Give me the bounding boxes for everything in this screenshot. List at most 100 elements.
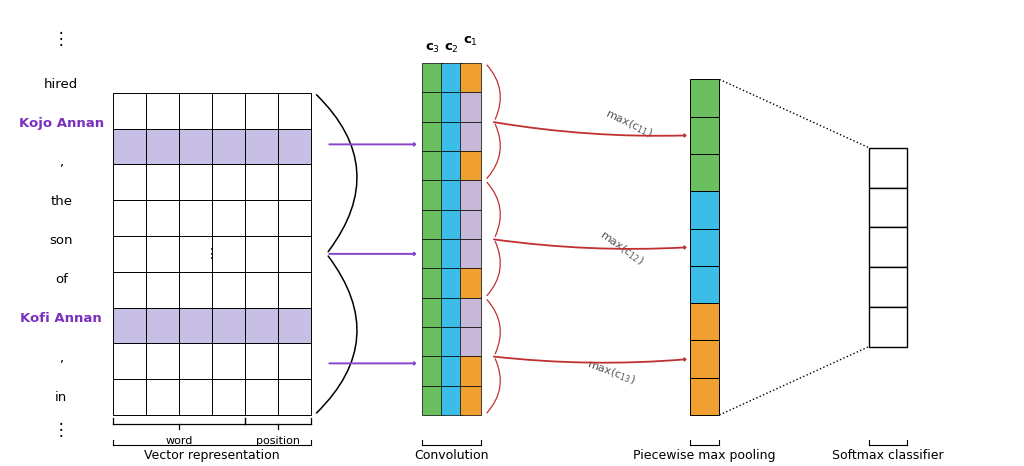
Bar (212, 379, 245, 415)
Bar (441, 356, 462, 385)
Bar (113, 379, 146, 415)
Bar (179, 343, 212, 379)
Text: of: of (55, 274, 68, 287)
Bar (113, 93, 146, 129)
Text: ,: , (59, 351, 63, 364)
Bar (869, 307, 907, 347)
Bar (278, 129, 310, 164)
Text: Piecewise max pooling: Piecewise max pooling (633, 449, 776, 462)
Bar (278, 236, 310, 272)
Text: in: in (55, 391, 68, 404)
Bar (278, 343, 310, 379)
Bar (460, 385, 481, 415)
Bar (441, 122, 462, 151)
Text: son: son (49, 234, 73, 247)
Bar (689, 116, 720, 154)
Bar (179, 308, 212, 343)
Bar (212, 236, 245, 272)
Bar (422, 122, 443, 151)
Bar (245, 129, 278, 164)
Bar (146, 236, 179, 272)
Bar (146, 379, 179, 415)
Bar (278, 93, 310, 129)
Bar (179, 93, 212, 129)
Bar (441, 327, 462, 356)
Bar (689, 340, 720, 377)
Text: ,: , (59, 157, 63, 170)
Bar (441, 151, 462, 180)
Bar (441, 210, 462, 239)
Text: max(c$_{11}$): max(c$_{11}$) (603, 107, 654, 140)
Bar (146, 343, 179, 379)
Bar (245, 164, 278, 200)
Text: Kojo Annan: Kojo Annan (18, 117, 103, 130)
Bar (245, 93, 278, 129)
Bar (179, 379, 212, 415)
Bar (422, 63, 443, 92)
Text: c$_1$: c$_1$ (463, 35, 478, 48)
Bar (689, 154, 720, 191)
Bar (422, 385, 443, 415)
Bar (146, 200, 179, 236)
Bar (278, 272, 310, 308)
Text: the: the (50, 195, 73, 208)
Bar (460, 210, 481, 239)
Bar (460, 327, 481, 356)
Bar (212, 343, 245, 379)
Bar (113, 343, 146, 379)
Bar (460, 298, 481, 327)
Bar (212, 129, 245, 164)
Bar (422, 210, 443, 239)
Bar (422, 298, 443, 327)
Bar (278, 200, 310, 236)
Bar (245, 272, 278, 308)
Bar (212, 308, 245, 343)
Bar (245, 379, 278, 415)
Text: Softmax classifier: Softmax classifier (833, 449, 944, 462)
Bar (278, 379, 310, 415)
Bar (460, 122, 481, 151)
Bar (689, 266, 720, 303)
Bar (113, 272, 146, 308)
Bar (212, 93, 245, 129)
Bar (460, 92, 481, 122)
Bar (689, 377, 720, 415)
Text: Kofi Annan: Kofi Annan (20, 313, 102, 325)
Bar (441, 385, 462, 415)
Bar (422, 239, 443, 268)
Bar (422, 151, 443, 180)
Bar (460, 63, 481, 92)
Bar (113, 129, 146, 164)
Bar (146, 272, 179, 308)
Bar (422, 92, 443, 122)
Bar (422, 327, 443, 356)
Text: Convolution: Convolution (415, 449, 488, 462)
Bar (689, 191, 720, 228)
Bar (245, 236, 278, 272)
Bar (113, 308, 146, 343)
Bar (212, 164, 245, 200)
Bar (179, 164, 212, 200)
Bar (245, 308, 278, 343)
Bar (460, 239, 481, 268)
Bar (179, 129, 212, 164)
Bar (245, 200, 278, 236)
Text: Vector representation: Vector representation (144, 449, 280, 462)
Bar (869, 267, 907, 307)
Bar (441, 63, 462, 92)
Bar (113, 164, 146, 200)
Text: ⋮: ⋮ (53, 30, 70, 48)
Bar (441, 92, 462, 122)
Bar (441, 298, 462, 327)
Bar (689, 303, 720, 340)
Text: c$_3$: c$_3$ (425, 42, 440, 55)
Bar (869, 187, 907, 227)
Text: word: word (165, 436, 193, 446)
Bar (689, 79, 720, 116)
Bar (113, 200, 146, 236)
Text: position: position (256, 436, 300, 446)
Bar (441, 180, 462, 210)
Bar (212, 200, 245, 236)
Bar (422, 356, 443, 385)
Bar (422, 268, 443, 298)
